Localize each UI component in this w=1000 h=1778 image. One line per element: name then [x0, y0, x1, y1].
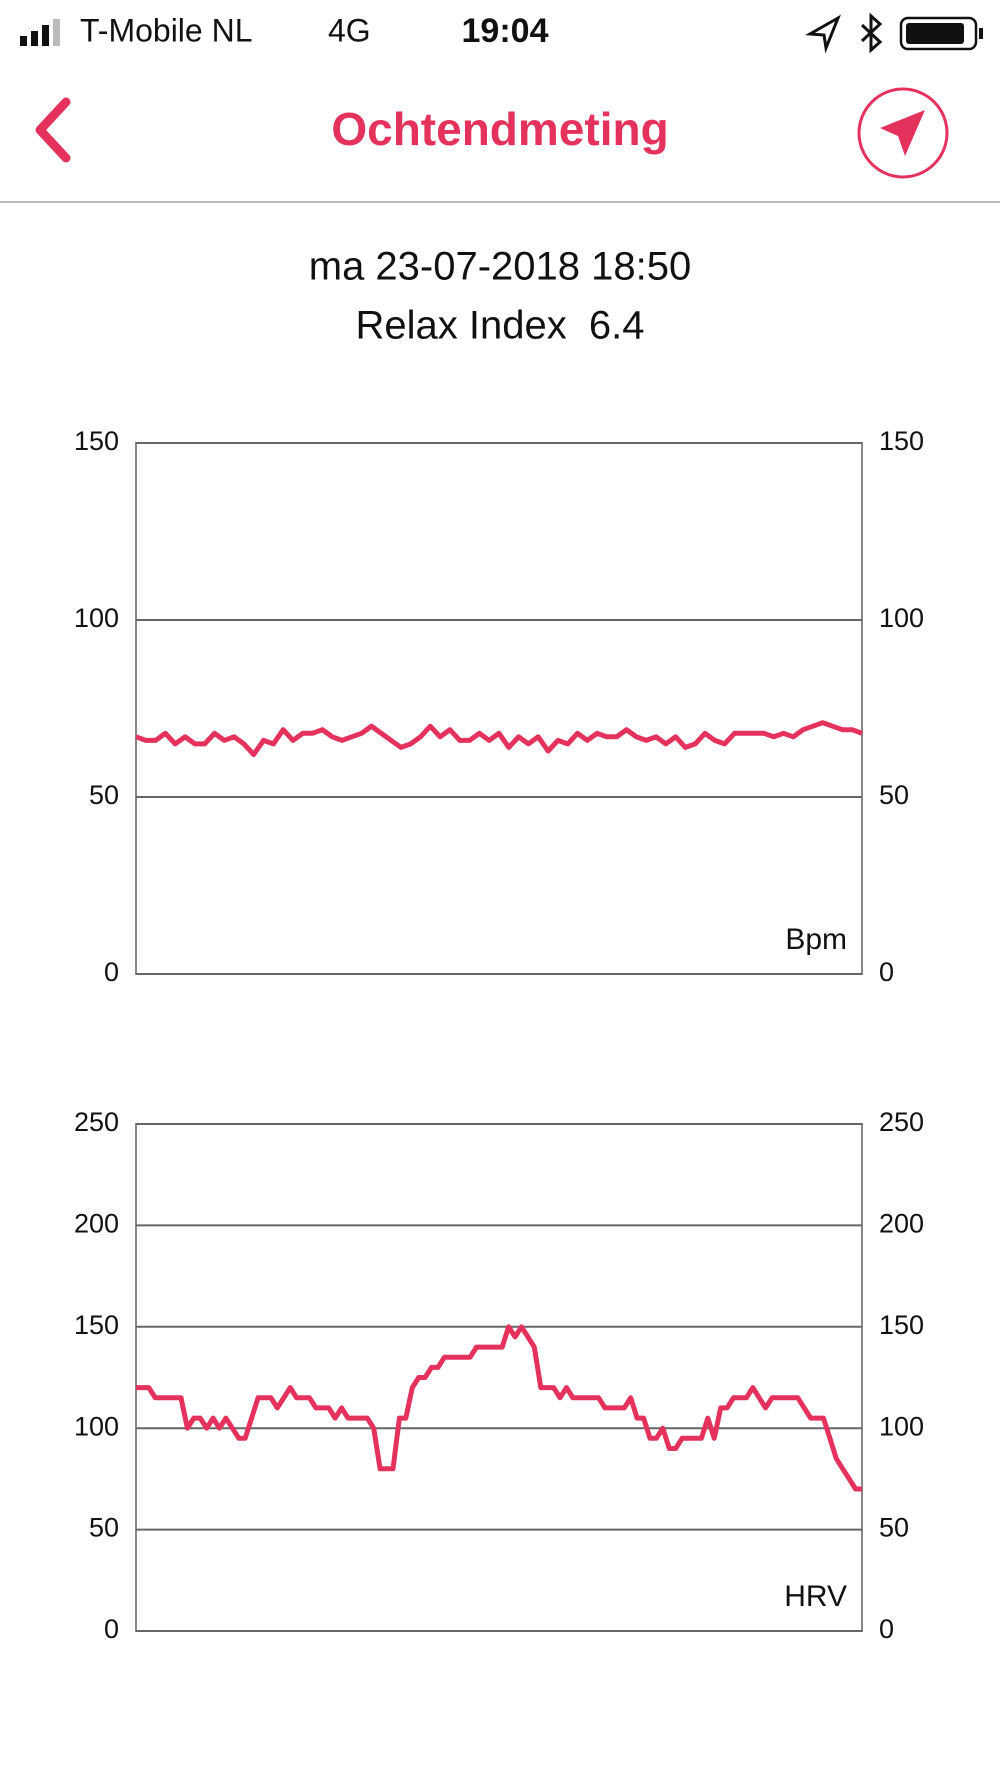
- y-tick-label: 100: [74, 1411, 119, 1441]
- y2-tick-label: 150: [879, 1310, 924, 1340]
- signal-bar: [53, 19, 60, 46]
- plot-frame: [135, 442, 863, 975]
- navigate-button[interactable]: [857, 87, 949, 179]
- y2-tick-label: 0: [879, 957, 894, 987]
- relax-index: Relax Index 6.4: [355, 304, 644, 348]
- data-line: [136, 1324, 862, 1492]
- y2-tick-label: 50: [879, 780, 909, 810]
- y-tick-label: 100: [74, 603, 119, 633]
- carrier: T-Mobile NL: [80, 12, 253, 48]
- location-icon: [804, 14, 841, 54]
- y2-tick-label: 250: [879, 1107, 924, 1137]
- series-label: HRV: [784, 1580, 847, 1613]
- y2-tick-label: 200: [879, 1209, 924, 1239]
- battery-cap: [979, 28, 983, 39]
- bluetooth-icon: [860, 12, 883, 54]
- signal-bar: [42, 25, 49, 46]
- y-tick-label: 150: [74, 426, 119, 456]
- y2-tick-label: 50: [879, 1513, 909, 1543]
- y-tick-label: 0: [104, 1614, 119, 1644]
- battery-level: [906, 23, 964, 44]
- y-tick-label: 200: [74, 1209, 119, 1239]
- y2-tick-label: 100: [879, 603, 924, 633]
- y-tick-label: 150: [74, 1310, 119, 1340]
- series-label: Bpm: [785, 923, 847, 956]
- y2-tick-label: 0: [879, 1614, 894, 1644]
- y-tick-label: 0: [104, 957, 119, 987]
- measurement-date: ma 23-07-2018 18:50: [309, 245, 692, 289]
- back-button[interactable]: [35, 97, 71, 163]
- signal-bar: [31, 31, 38, 46]
- y-tick-label: 250: [74, 1107, 119, 1137]
- data-line: [135, 720, 863, 757]
- signal-bar: [20, 36, 27, 46]
- navigate-arrow: [880, 110, 925, 156]
- plot-frame: [135, 1123, 863, 1632]
- nav-title: Ochtendmeting: [331, 103, 668, 155]
- y-tick-label: 50: [89, 1513, 119, 1543]
- status-bar: T-Mobile NL 4G 19:04: [20, 12, 983, 54]
- y2-tick-label: 150: [879, 426, 924, 456]
- navigate-circle: [857, 87, 949, 179]
- y-tick-label: 50: [89, 780, 119, 810]
- y2-tick-label: 100: [879, 1411, 924, 1441]
- battery: [899, 16, 978, 51]
- network: 4G: [328, 12, 371, 48]
- clock: 19:04: [462, 12, 549, 50]
